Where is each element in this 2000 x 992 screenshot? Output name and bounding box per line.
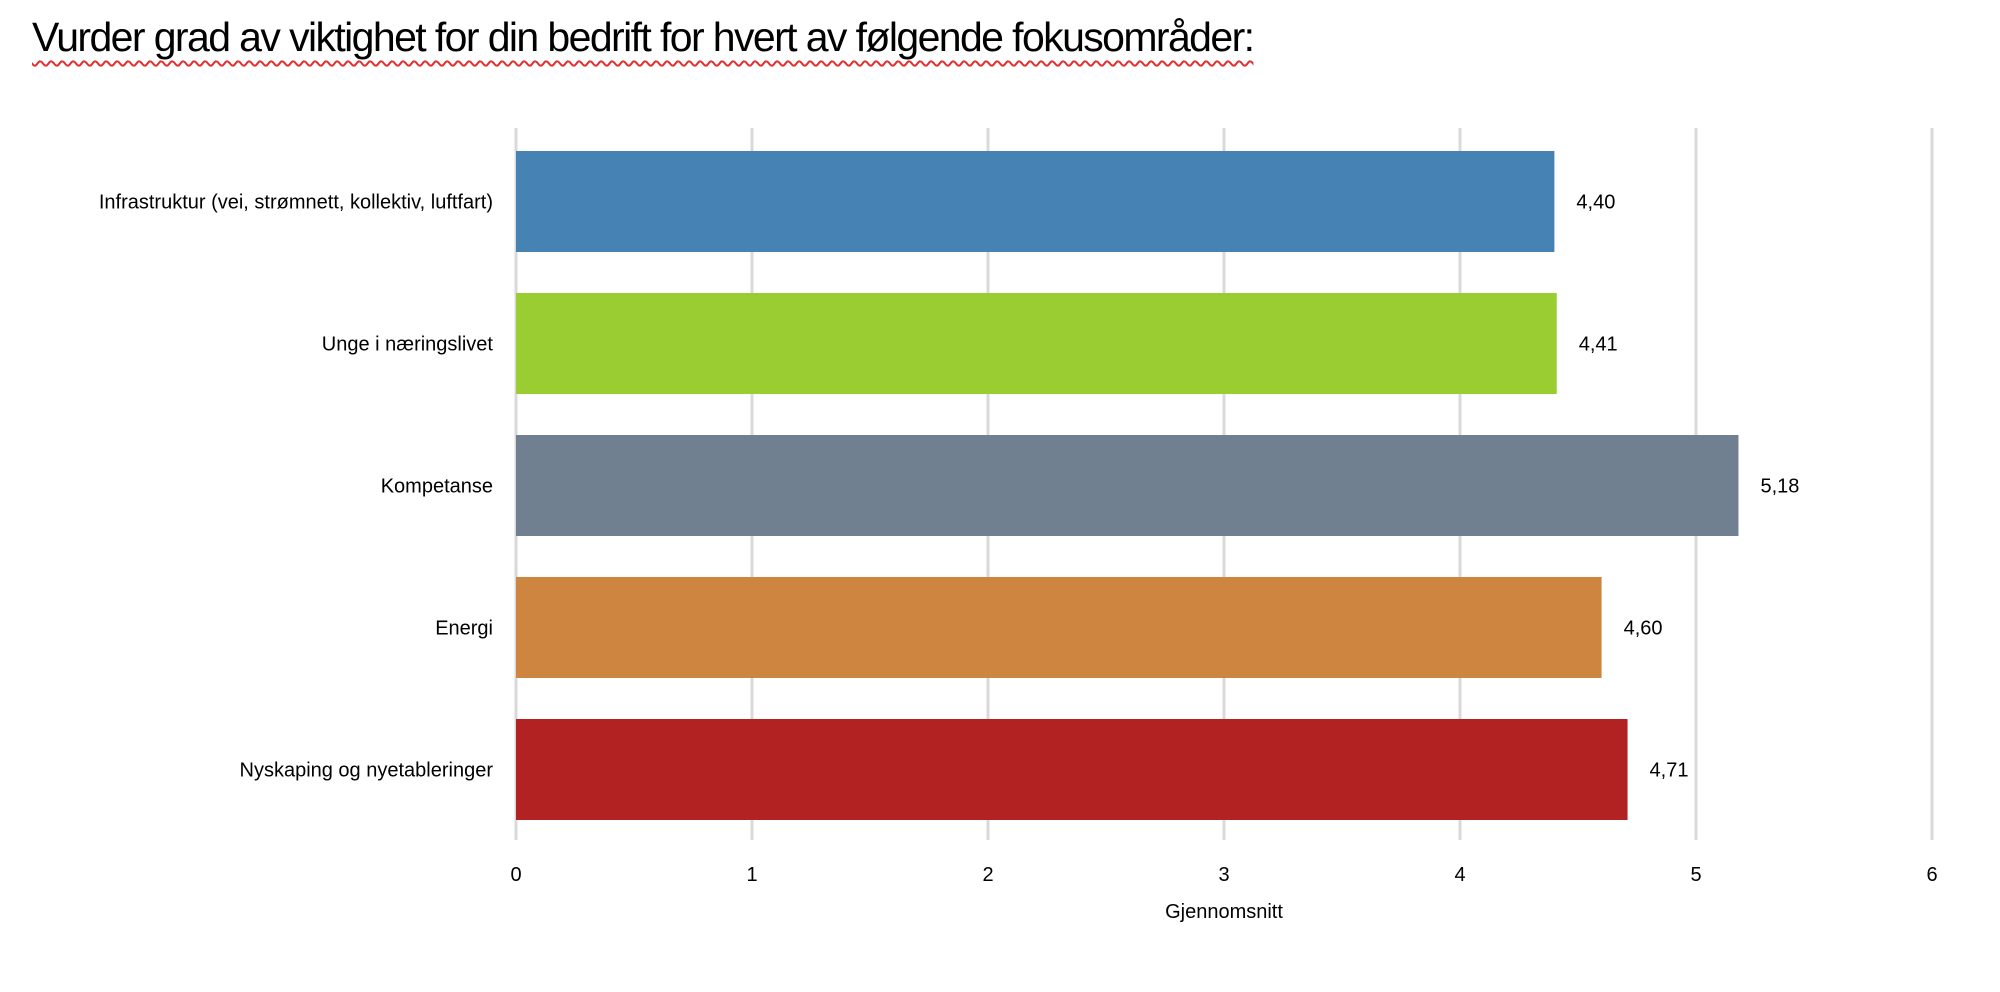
- category-label: Energi: [435, 618, 493, 640]
- category-label: Unge i næringslivet: [322, 334, 494, 356]
- bar-0: [516, 151, 1555, 252]
- chart-title: Vurder grad av viktighet for din bedrift…: [32, 14, 1255, 60]
- value-label: 4,41: [1579, 334, 1618, 356]
- bar-4: [516, 719, 1628, 820]
- bar-2: [516, 435, 1739, 536]
- category-label: Infrastruktur (vei, strømnett, kollektiv…: [99, 192, 493, 214]
- category-label: Kompetanse: [381, 476, 493, 498]
- x-tick-label: 6: [1926, 864, 1937, 886]
- value-label: 4,60: [1624, 618, 1663, 640]
- x-tick-label: 5: [1690, 864, 1701, 886]
- x-tick-label: 4: [1454, 864, 1465, 886]
- x-tick-label: 0: [510, 864, 521, 886]
- category-label: Nyskaping og nyetableringer: [240, 760, 494, 782]
- x-tick-label: 3: [1218, 864, 1229, 886]
- bars: [516, 151, 1739, 820]
- value-label: 4,71: [1650, 760, 1689, 782]
- x-tick-label: 1: [746, 864, 757, 886]
- x-axis-title: Gjennomsnitt: [1165, 901, 1283, 923]
- value-label: 5,18: [1760, 476, 1799, 498]
- bar-1: [516, 293, 1557, 394]
- x-tick-label: 2: [982, 864, 993, 886]
- labels: 0 1 2 3 4 5 6 Infrastruktur (vei, strømnett, ko…: [99, 192, 1938, 887]
- bar-3: [516, 577, 1602, 678]
- value-label: 4,40: [1576, 192, 1615, 214]
